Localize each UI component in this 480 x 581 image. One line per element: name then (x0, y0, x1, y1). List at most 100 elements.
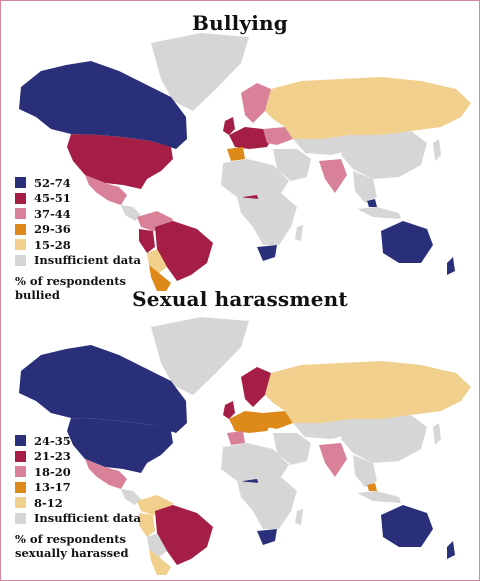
legend-caption-line: bullied (15, 288, 60, 302)
legend-label: 24-35 (34, 433, 71, 448)
region-greenland (151, 33, 249, 111)
legend-label: 18-20 (34, 464, 71, 479)
region-china (341, 415, 427, 463)
legend-item: 18-20 (15, 464, 155, 480)
region-madagascar (295, 225, 303, 241)
legend-swatch (15, 512, 26, 524)
region-eastern-europe (263, 411, 293, 429)
region-central-africa (237, 193, 297, 245)
legend-swatch (15, 450, 26, 462)
region-south-africa (257, 529, 277, 545)
region-scandinavia (241, 83, 271, 123)
legend-swatch (15, 239, 26, 251)
bullying-map-title: Bullying (192, 11, 288, 35)
bullying-legend: 52-74 45-51 37-44 29-36 15-28 Insufficie… (15, 175, 155, 302)
region-bolivia (147, 533, 167, 557)
region-canada (19, 61, 187, 149)
legend-item: 37-44 (15, 206, 155, 222)
legend-item: 21-23 (15, 449, 155, 465)
legend-swatch (15, 192, 26, 204)
legend-item: Insufficient data (15, 253, 155, 269)
legend-label: Insufficient data (34, 253, 142, 268)
region-peru (139, 513, 155, 537)
region-middle-east (273, 149, 311, 181)
region-south-africa (257, 245, 277, 261)
region-bolivia (147, 249, 167, 273)
region-brazil (155, 505, 213, 565)
region-new-zealand (447, 257, 455, 275)
region-china (341, 131, 427, 179)
region-eastern-europe (263, 127, 293, 145)
legend-item: 29-36 (15, 222, 155, 238)
legend-label: 21-23 (34, 449, 71, 464)
legend-item: 13-17 (15, 480, 155, 496)
legend-swatch (15, 254, 26, 266)
legend-label: 13-17 (34, 480, 71, 495)
region-western-europe (229, 127, 273, 149)
legend-caption-line: % of respondents (15, 532, 126, 546)
region-indonesia (357, 491, 401, 503)
legend-label: 37-44 (34, 206, 71, 221)
legend-label: 8-12 (34, 495, 63, 510)
region-argentina (149, 265, 171, 291)
legend-item: 8-12 (15, 495, 155, 511)
legend-item: 45-51 (15, 191, 155, 207)
region-se-asia (353, 455, 377, 487)
region-uk (223, 401, 235, 419)
region-central-asia (293, 419, 357, 439)
region-russia (265, 361, 471, 423)
region-brazil (155, 221, 213, 281)
region-malaysia (367, 199, 377, 207)
region-japan (433, 423, 441, 445)
region-north-africa (221, 159, 289, 199)
region-new-zealand (447, 541, 455, 559)
region-western-europe (229, 411, 273, 433)
region-usa (67, 134, 173, 189)
region-se-asia (353, 171, 377, 203)
legend-swatch (15, 435, 26, 447)
legend-label: 45-51 (34, 191, 71, 206)
legend-swatch (15, 466, 26, 478)
legend-label: 52-74 (34, 175, 71, 190)
legend-label: 29-36 (34, 222, 71, 237)
region-scandinavia (241, 367, 271, 407)
legend-item: Insufficient data (15, 511, 155, 527)
region-malaysia (367, 483, 377, 491)
region-central-africa (237, 477, 297, 529)
bullying-world-map (19, 33, 471, 291)
region-usa (67, 418, 173, 473)
harassment-world-map (19, 317, 471, 575)
legend-item: 52-74 (15, 175, 155, 191)
region-peru (139, 229, 155, 253)
region-central-asia (293, 135, 357, 155)
region-uk (223, 117, 235, 135)
legend-swatch (15, 208, 26, 220)
region-madagascar (295, 509, 303, 525)
region-russia (265, 77, 471, 139)
harassment-map-title: Sexual harassment (132, 287, 348, 311)
region-iberia (227, 431, 245, 445)
legend-item: 24-35 (15, 433, 155, 449)
legend-label: 15-28 (34, 237, 71, 252)
bullying-map-panel: Bullying (1, 1, 479, 302)
region-australia (381, 505, 433, 547)
legend-swatch (15, 497, 26, 509)
region-australia (381, 221, 433, 263)
region-greenland (151, 317, 249, 395)
region-japan (433, 139, 441, 161)
region-central-america (121, 205, 141, 221)
legend-swatch (15, 481, 26, 493)
region-india (319, 159, 347, 193)
legend-item: 15-28 (15, 237, 155, 253)
region-mexico (85, 175, 127, 205)
legend-caption-line: % of respondents (15, 274, 126, 288)
region-canada (19, 345, 187, 433)
region-iberia (227, 147, 245, 161)
region-middle-east (273, 433, 311, 465)
region-indonesia (357, 207, 401, 219)
region-central-america (121, 489, 141, 505)
legend-label: Insufficient data (34, 511, 142, 526)
legend-caption: % of respondents sexually harassed (15, 532, 155, 560)
legend-caption: % of respondents bullied (15, 274, 155, 302)
